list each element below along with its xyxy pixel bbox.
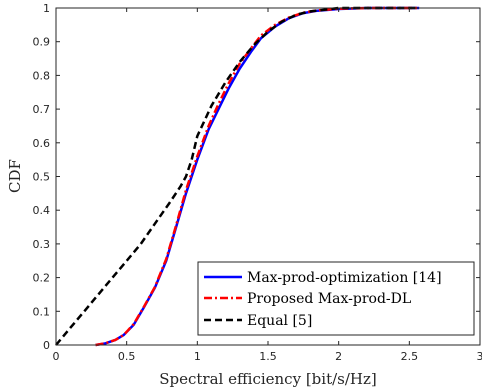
y-tick-label: 0.5 [33,171,51,184]
y-tick-label: 0.8 [33,69,51,82]
y-tick-label: 0.9 [33,36,51,49]
x-tick-label: 3 [477,350,482,363]
x-tick-label: 0 [53,350,60,363]
legend-label-max-prod-optimization: Max-prod-optimization [14] [247,270,442,286]
y-tick-label: 0.3 [33,238,51,251]
series-line-equal-5 [55,6,420,346]
x-tick-label: 1 [194,350,201,363]
x-tick-label: 0.5 [118,350,136,363]
y-tick-label: 0.1 [33,305,51,318]
legend-label-equal: Equal [5] [247,313,312,329]
y-tick-label: 0.6 [33,137,51,150]
tick-layer: 0 0.5 1 1.5 2 2.5 3 0 0.1 0.2 0.3 0.4 0.5 0.6 0.7 0.8 0.… [33,2,482,363]
x-tick-label: 2 [335,350,342,363]
legend-box [197,261,475,336]
curve-layer [55,6,420,347]
y-tick-label: 0.2 [33,272,51,285]
y-tick-label: 0 [43,339,50,352]
y-tick-label: 0.4 [33,204,51,217]
y-tick-label: 1 [43,2,50,15]
x-tick-label: 2.5 [401,350,419,363]
legend-label-proposed-max-prod-dl: Proposed Max-prod-DL [247,291,411,307]
x-tick-label: 1.5 [259,350,277,363]
y-axis-label: CDF [6,159,24,193]
series-line-proposed-max-prod-dl [95,6,420,347]
legend: Max-prod-optimization [14] Proposed Max-… [197,261,475,336]
x-axis-label: Spectral efficiency [bit/s/Hz] [159,370,377,388]
y-tick-label: 0.7 [33,103,51,116]
